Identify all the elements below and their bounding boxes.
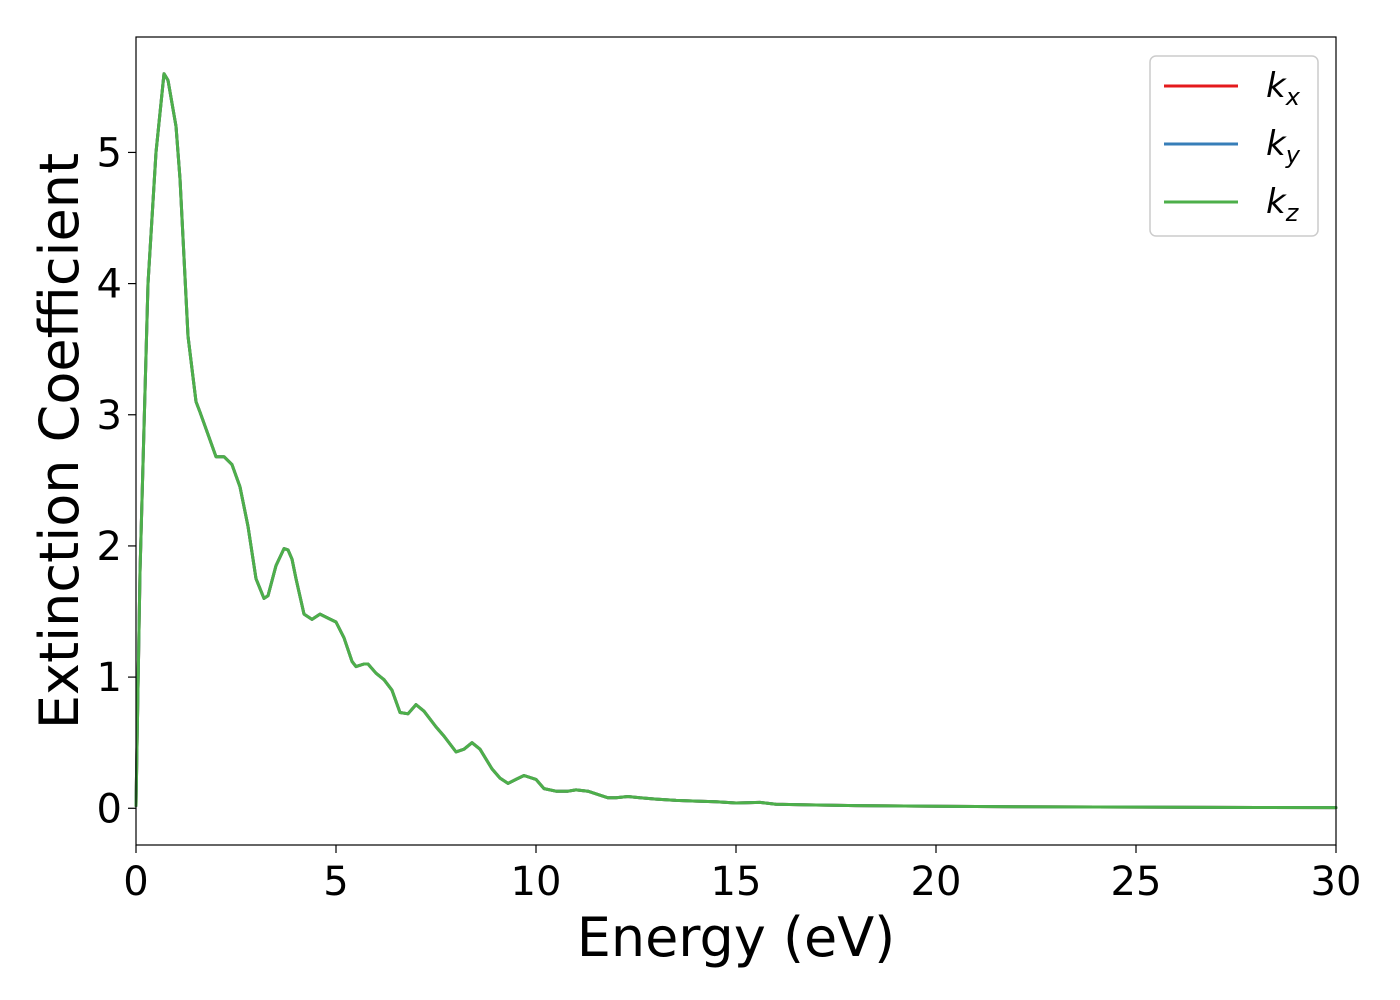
legend-box xyxy=(1149,55,1319,237)
x-axis: 0 5 10 15 20 25 30 xyxy=(123,845,1361,905)
y-tick-label: 4 xyxy=(97,262,122,308)
x-tick-label: 10 xyxy=(511,859,562,905)
y-axis: 0 1 2 3 4 5 xyxy=(97,130,136,832)
y-tick-label: 5 xyxy=(97,130,122,176)
legend: kx ky kz xyxy=(1149,55,1319,237)
legend-label-kx: kx xyxy=(1266,66,1301,111)
x-tick-label: 25 xyxy=(1111,859,1162,905)
legend-label-ky: ky xyxy=(1266,124,1301,169)
x-tick-label: 15 xyxy=(711,859,762,905)
y-tick-label: 2 xyxy=(97,524,122,570)
x-axis-title: Energy (eV) xyxy=(577,906,896,969)
y-axis-title: Extinction Coefficient xyxy=(28,153,91,729)
series-line-kz xyxy=(134,72,1338,810)
y-tick-label: 3 xyxy=(97,393,122,439)
y-tick-label: 1 xyxy=(97,655,122,701)
series-layer xyxy=(134,72,1338,810)
y-tick-label: 0 xyxy=(97,786,122,832)
x-tick-label: 5 xyxy=(323,859,348,905)
x-tick-label: 30 xyxy=(1311,859,1362,905)
x-tick-label: 20 xyxy=(911,859,962,905)
x-tick-label: 0 xyxy=(123,859,148,905)
legend-label-kz: kz xyxy=(1266,182,1300,227)
